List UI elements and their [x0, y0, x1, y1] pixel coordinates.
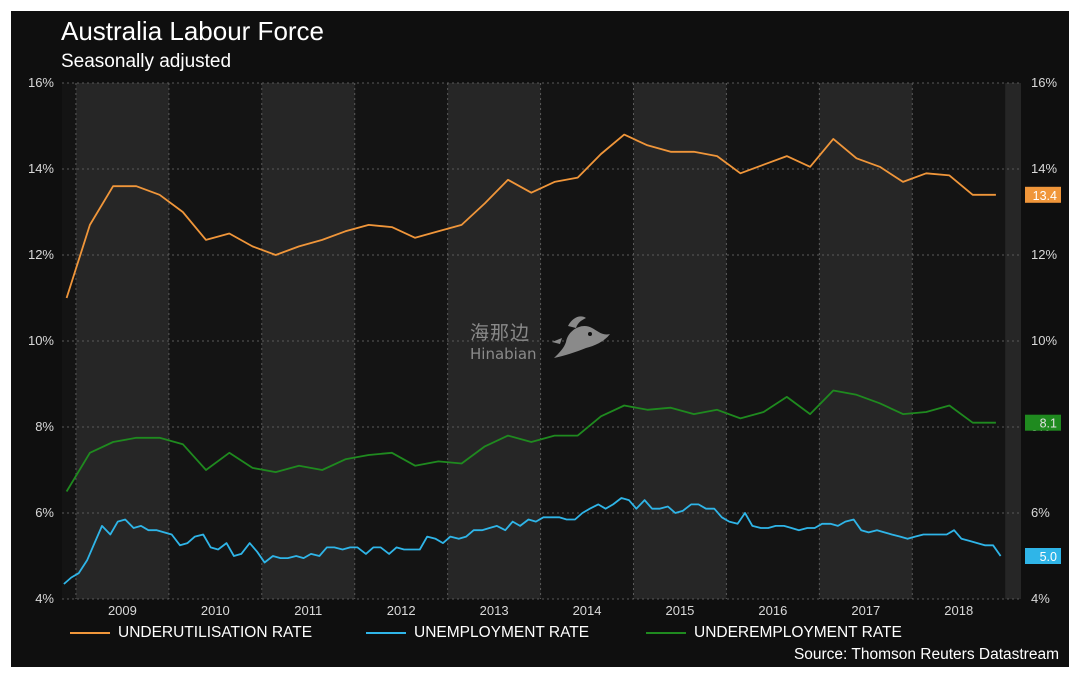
legend-swatch-underemployment: [646, 631, 686, 634]
y-tick-label-left: 8%: [35, 419, 54, 434]
y-tick-label-right: 16%: [1031, 75, 1057, 90]
watermark-en: Hinabian: [470, 345, 537, 363]
series-line-2: [65, 389, 996, 492]
x-tick-label: 2016: [758, 603, 787, 618]
x-tick-label: 2015: [665, 603, 694, 618]
year-band: [819, 83, 913, 599]
x-tick-label: 2010: [201, 603, 230, 618]
y-tick-label-left: 12%: [28, 247, 54, 262]
legend-item-underutilisation: UNDERUTILISATION RATE: [70, 624, 312, 642]
y-tick-label-left: 10%: [28, 333, 54, 348]
watermark: 海那边 Hinabian: [470, 316, 610, 363]
end-label-value: 5.0: [1040, 550, 1057, 564]
y-tick-label-left: 4%: [35, 591, 54, 606]
chart-subtitle: Seasonally adjusted: [61, 51, 232, 72]
source-note: Source: Thomson Reuters Datastream: [793, 646, 1059, 663]
x-tick-label: 2012: [387, 603, 416, 618]
y-tick-label-left: 6%: [35, 505, 54, 520]
x-tick-label: 2014: [573, 603, 602, 618]
legend-label-underemployment: UNDEREMPLOYMENT RATE: [694, 624, 902, 641]
y-tick-label-right: 12%: [1031, 247, 1057, 262]
y-tick-label-right: 6%: [1031, 505, 1050, 520]
end-label-badge: [1025, 414, 1061, 431]
y-tick-label-right: 14%: [1031, 161, 1057, 176]
end-value-labels: 13.4 5.0 8.1: [1025, 186, 1061, 564]
end-label-badge: [1025, 186, 1061, 203]
legend-label-unemployment: UNEMPLOYMENT RATE: [414, 624, 590, 641]
end-label-1: 5.0: [1025, 548, 1061, 564]
x-tick-label: 2011: [294, 603, 322, 618]
x-tick-label: 2009: [108, 603, 137, 618]
bird-logo-icon: [552, 316, 610, 358]
end-label-value: 8.1: [1040, 417, 1057, 431]
legend-label-underutilisation: UNDERUTILISATION RATE: [118, 624, 313, 641]
series-line-1: [63, 497, 1002, 585]
y-tick-label-right: 4%: [1031, 591, 1050, 606]
y-axis-right: 4%6%8%10%12%14%16%: [1031, 75, 1057, 606]
legend-item-unemployment: UNEMPLOYMENT RATE: [366, 624, 589, 642]
end-label-badge: [1025, 548, 1061, 564]
x-tick-label: 2018: [944, 603, 973, 618]
legend-item-underemployment: UNDEREMPLOYMENT RATE: [646, 624, 902, 642]
chart-title: Australia Labour Force: [61, 16, 325, 46]
y-tick-label-left: 14%: [28, 161, 54, 176]
legend-swatch-unemployment: [366, 631, 406, 634]
end-label-0: 13.4: [1025, 186, 1061, 203]
y-tick-label-left: 16%: [28, 75, 54, 90]
watermark-cn: 海那边: [470, 322, 531, 344]
grid-lines: [62, 82, 1021, 600]
end-label-2: 8.1: [1025, 414, 1061, 431]
y-axis-left: 4% 6% 8% 10% 12% 14% 16%: [28, 75, 54, 606]
x-axis: 2009 2010 2011 2012 2013 2014 2015 2016 2017 2018: [108, 603, 973, 618]
series-lines: [63, 133, 1002, 585]
end-label-value: 13.4: [1033, 189, 1057, 203]
x-tick-label: 2017: [851, 603, 880, 618]
legend-swatch-underutilisation: [70, 631, 110, 634]
x-tick-label: 2013: [480, 603, 509, 618]
series-line-0: [65, 133, 996, 299]
y-tick-label-right: 10%: [1031, 333, 1057, 348]
